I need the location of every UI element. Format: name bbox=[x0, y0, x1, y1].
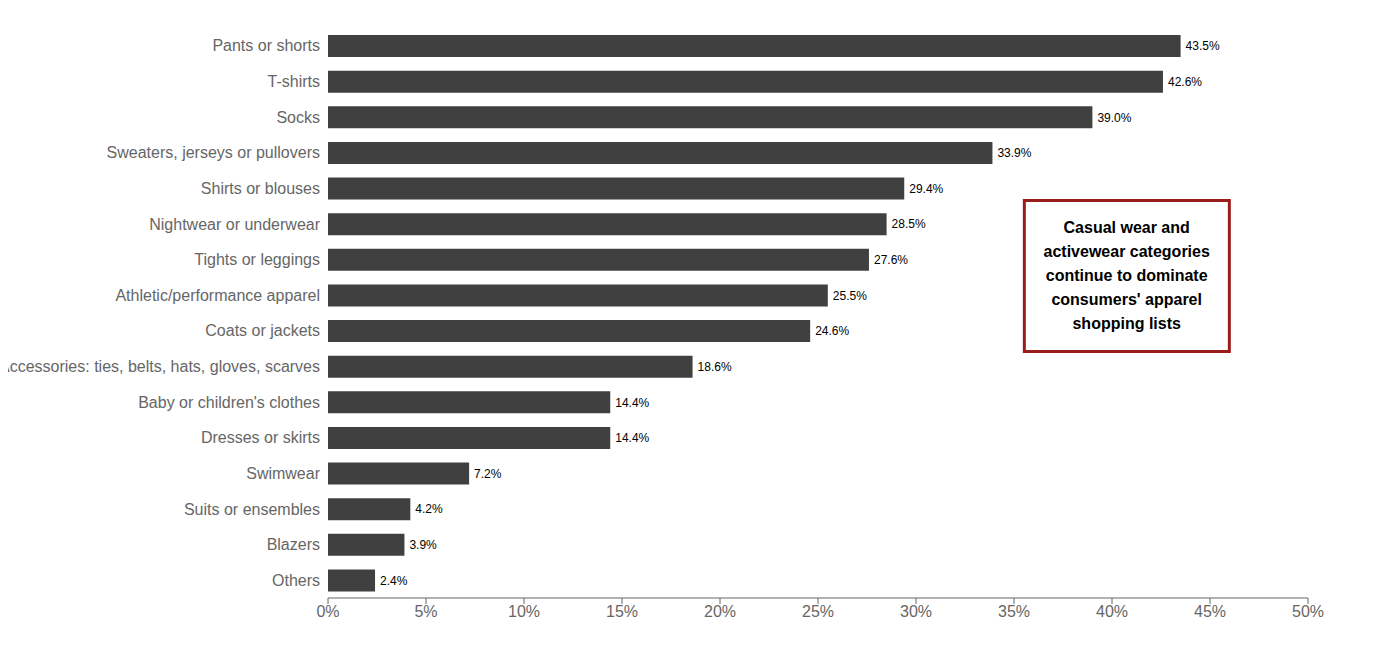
svg-text:43.5%: 43.5% bbox=[1186, 39, 1220, 53]
svg-text:45%: 45% bbox=[1194, 603, 1226, 620]
svg-text:42.6%: 42.6% bbox=[1168, 75, 1202, 89]
svg-text:5%: 5% bbox=[414, 603, 437, 620]
svg-text:T-shirts: T-shirts bbox=[268, 73, 320, 90]
svg-text:28.5%: 28.5% bbox=[892, 217, 926, 231]
svg-text:Tights or leggings: Tights or leggings bbox=[194, 251, 320, 268]
svg-text:24.6%: 24.6% bbox=[815, 324, 849, 338]
svg-text:35%: 35% bbox=[998, 603, 1030, 620]
html-text:Casual wear and activewear cat: Casual wear and activewear categories co… bbox=[1043, 218, 1210, 332]
svg-text:Socks: Socks bbox=[276, 109, 320, 126]
svg-text:33.9%: 33.9% bbox=[997, 146, 1031, 160]
svg-text:Others: Others bbox=[272, 572, 320, 589]
svg-text:2.4%: 2.4% bbox=[380, 574, 408, 588]
svg-text:25%: 25% bbox=[802, 603, 834, 620]
svg-text:3.9%: 3.9% bbox=[409, 538, 437, 552]
svg-text:Accessories: ties, belts, hats: Accessories: ties, belts, hats, gloves, … bbox=[8, 358, 320, 375]
svg-text:7.2%: 7.2% bbox=[474, 467, 502, 481]
svg-text:40%: 40% bbox=[1096, 603, 1128, 620]
svg-text:Pants or shorts: Pants or shorts bbox=[212, 37, 320, 54]
svg-text:Sweaters, jerseys or pullovers: Sweaters, jerseys or pullovers bbox=[107, 144, 320, 161]
svg-text:Nightwear or underwear: Nightwear or underwear bbox=[149, 216, 320, 233]
svg-text:4.2%: 4.2% bbox=[415, 502, 443, 516]
svg-text:0%: 0% bbox=[316, 603, 339, 620]
svg-text:39.0%: 39.0% bbox=[1097, 111, 1131, 125]
svg-text:14.4%: 14.4% bbox=[615, 431, 649, 445]
svg-text:10%: 10% bbox=[508, 603, 540, 620]
svg-text:Coats or jackets: Coats or jackets bbox=[205, 322, 320, 339]
svg-text:Suits or ensembles: Suits or ensembles bbox=[184, 501, 320, 518]
svg-text:14.4%: 14.4% bbox=[615, 396, 649, 410]
svg-text:Shirts or blouses: Shirts or blouses bbox=[201, 180, 320, 197]
svg-text:25.5%: 25.5% bbox=[833, 289, 867, 303]
svg-text:Athletic/performance apparel: Athletic/performance apparel bbox=[115, 287, 320, 304]
svg-text:18.6%: 18.6% bbox=[698, 360, 732, 374]
svg-text:Dresses or skirts: Dresses or skirts bbox=[201, 429, 320, 446]
svg-text:Blazers: Blazers bbox=[267, 536, 320, 553]
svg-text:27.6%: 27.6% bbox=[874, 253, 908, 267]
svg-text:29.4%: 29.4% bbox=[909, 182, 943, 196]
svg-text:50%: 50% bbox=[1292, 603, 1324, 620]
svg-text:15%: 15% bbox=[606, 603, 638, 620]
svg-text:30%: 30% bbox=[900, 603, 932, 620]
svg-text:Swimwear: Swimwear bbox=[246, 465, 320, 482]
svg-text:20%: 20% bbox=[704, 603, 736, 620]
svg-text:Baby or children's clothes: Baby or children's clothes bbox=[138, 394, 320, 411]
